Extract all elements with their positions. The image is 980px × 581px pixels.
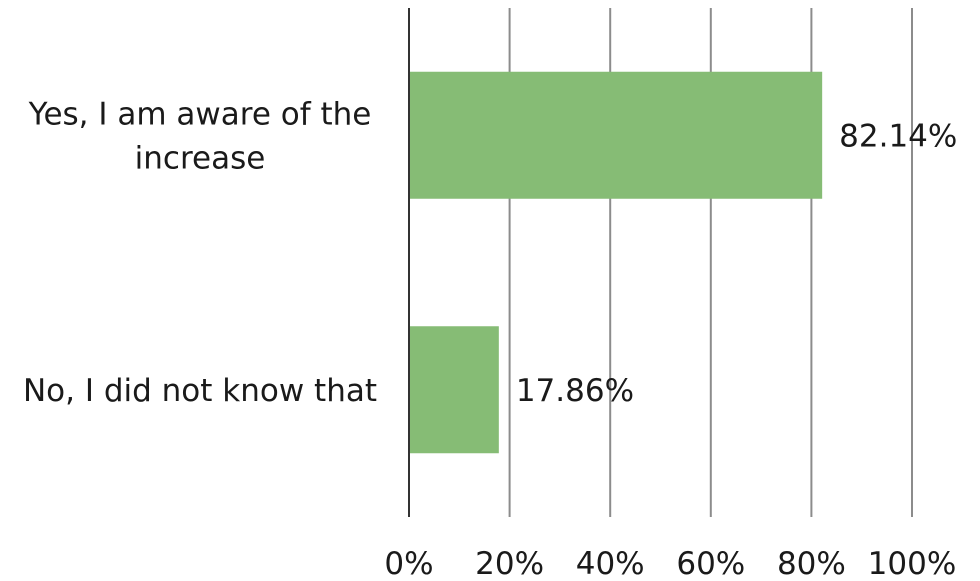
x-tick-label-60: 60% [676, 546, 745, 581]
data-label-1: 17.86% [516, 373, 634, 409]
x-tick-label-0: 0% [384, 546, 433, 581]
data-labels: 82.14% 17.86% [516, 118, 958, 409]
data-label-0: 82.14% [839, 118, 957, 154]
x-tick-label-40: 40% [576, 546, 645, 581]
x-tick-label-20: 20% [475, 546, 544, 581]
x-tick-label-100: 100% [868, 546, 957, 581]
x-tick-labels: 0% 20% 40% 60% 80% 100% [384, 546, 956, 581]
category-label-0: Yes, I am aware of the increase [28, 96, 372, 176]
bar-0 [409, 71, 823, 199]
bar-1 [409, 326, 499, 454]
category-label-1: No, I did not know that [23, 373, 377, 409]
category-labels: Yes, I am aware of the increase No, I did … [23, 96, 377, 409]
bars [409, 71, 823, 454]
x-tick-label-80: 80% [777, 546, 846, 581]
